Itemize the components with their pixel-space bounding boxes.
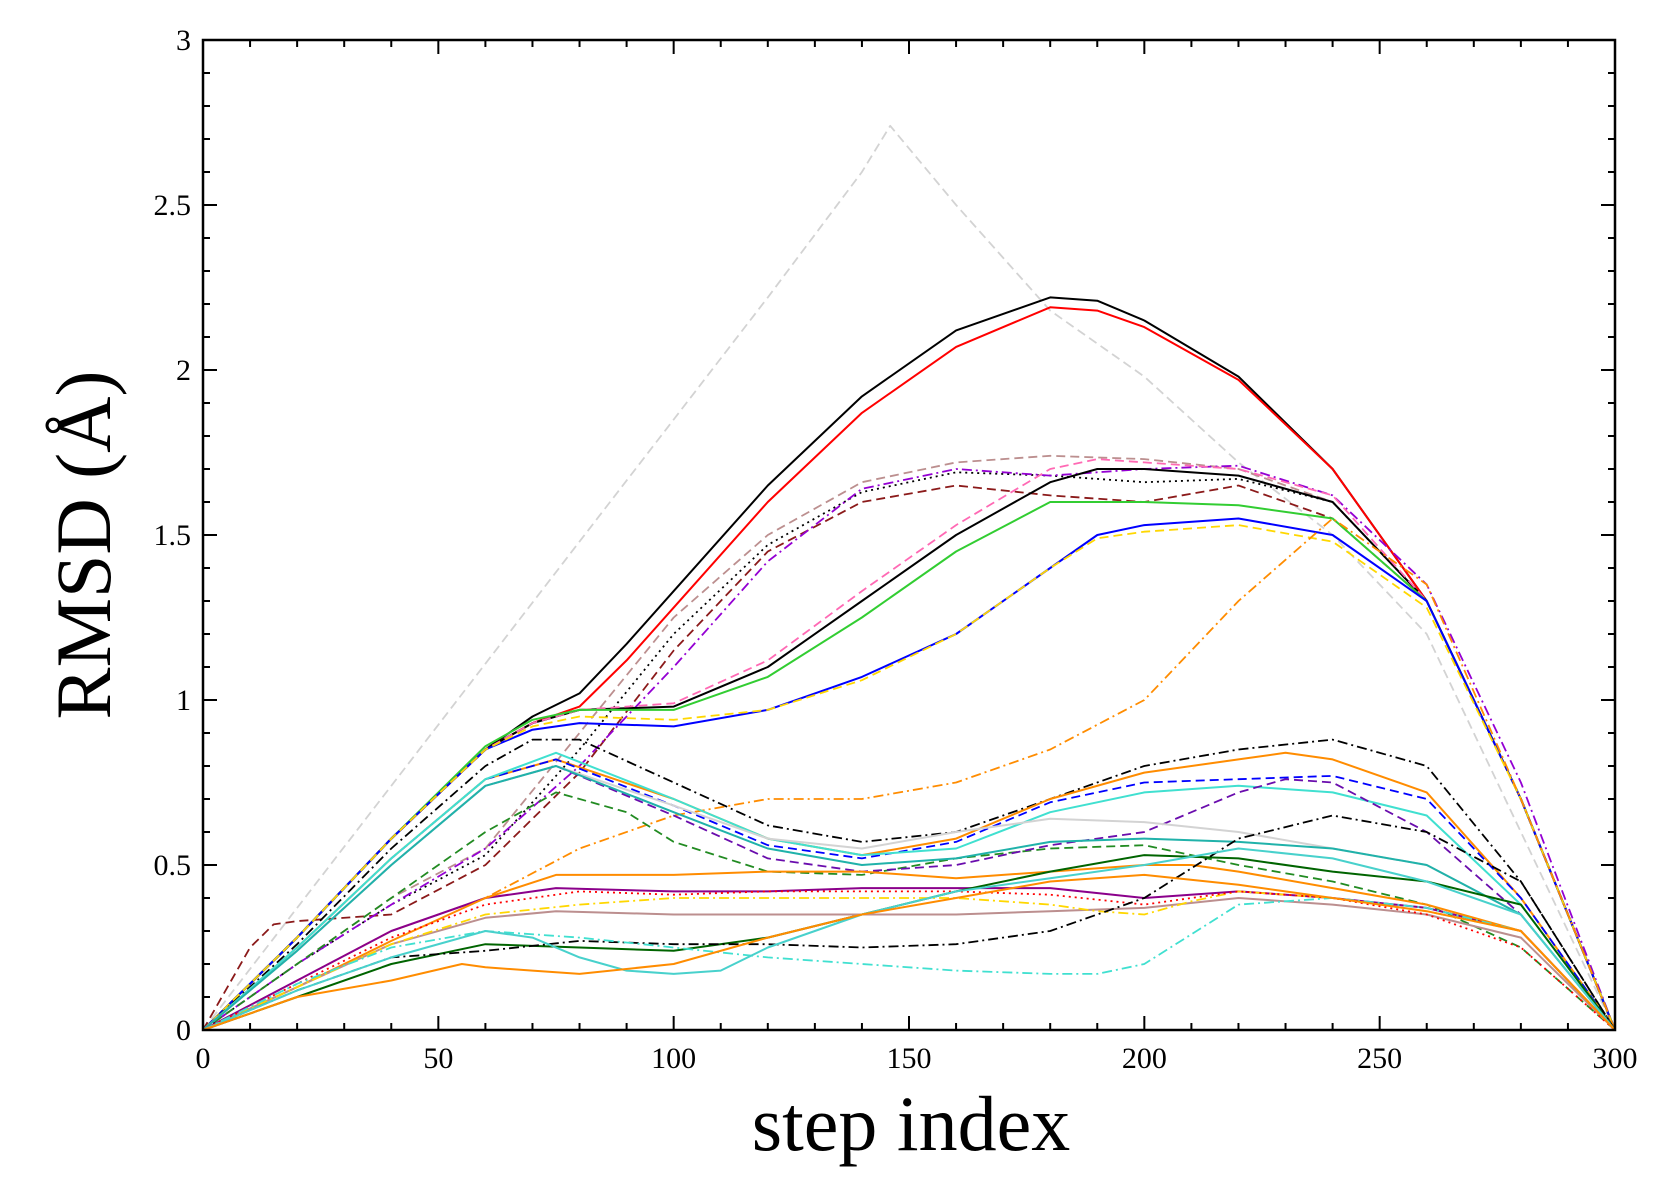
- x-tick-label: 150: [887, 1042, 932, 1075]
- x-tick-label: 0: [196, 1042, 211, 1075]
- ticks-layer: 0 50 100 150 200 250 300 0 0.5 1 1.5 2 2.5 3: [154, 24, 1638, 1075]
- series-line-1: [202, 124, 1616, 1031]
- series-layer: [202, 124, 1616, 1031]
- series-line-17: [202, 751, 1616, 1031]
- y-axis-title: RMSD (Å): [40, 371, 127, 720]
- x-tick-label: 200: [1122, 1042, 1167, 1075]
- series-line-9: [202, 458, 1616, 1031]
- series-line-7: [202, 464, 1616, 1031]
- x-tick-label: 250: [1357, 1042, 1402, 1075]
- series-line-26: [202, 890, 1616, 1031]
- y-tick-label: 2: [176, 354, 191, 387]
- series-line-10: [202, 501, 1616, 1031]
- series-line-31: [202, 873, 1616, 1031]
- series-line-25: [202, 897, 1616, 1031]
- x-tick-label: 50: [423, 1042, 453, 1075]
- series-line-11: [202, 517, 1616, 1031]
- y-tick-label: 0.5: [154, 849, 192, 882]
- y-tick-label: 3: [176, 24, 191, 57]
- x-axis-title: step index: [752, 1080, 1070, 1167]
- x-tick-label: 100: [651, 1042, 696, 1075]
- y-tick-label: 0: [176, 1014, 191, 1047]
- series-line-27: [202, 890, 1616, 1031]
- x-tick-label: 300: [1593, 1042, 1638, 1075]
- series-line-28: [202, 814, 1616, 1031]
- y-tick-label: 2.5: [154, 189, 192, 222]
- series-line-19: [202, 765, 1616, 1031]
- series-line-23: [202, 864, 1616, 1031]
- series-line-30: [202, 847, 1616, 1031]
- series-line-22: [202, 887, 1616, 1031]
- series-line-12: [202, 524, 1616, 1031]
- series-line-6: [202, 484, 1616, 1031]
- series-line-18: [202, 791, 1616, 1031]
- y-tick-label: 1.5: [154, 519, 192, 552]
- series-line-29: [202, 897, 1616, 1031]
- y-tick-label: 1: [176, 684, 191, 717]
- series-line-14: [202, 738, 1616, 1031]
- series-line-21: [202, 765, 1616, 1031]
